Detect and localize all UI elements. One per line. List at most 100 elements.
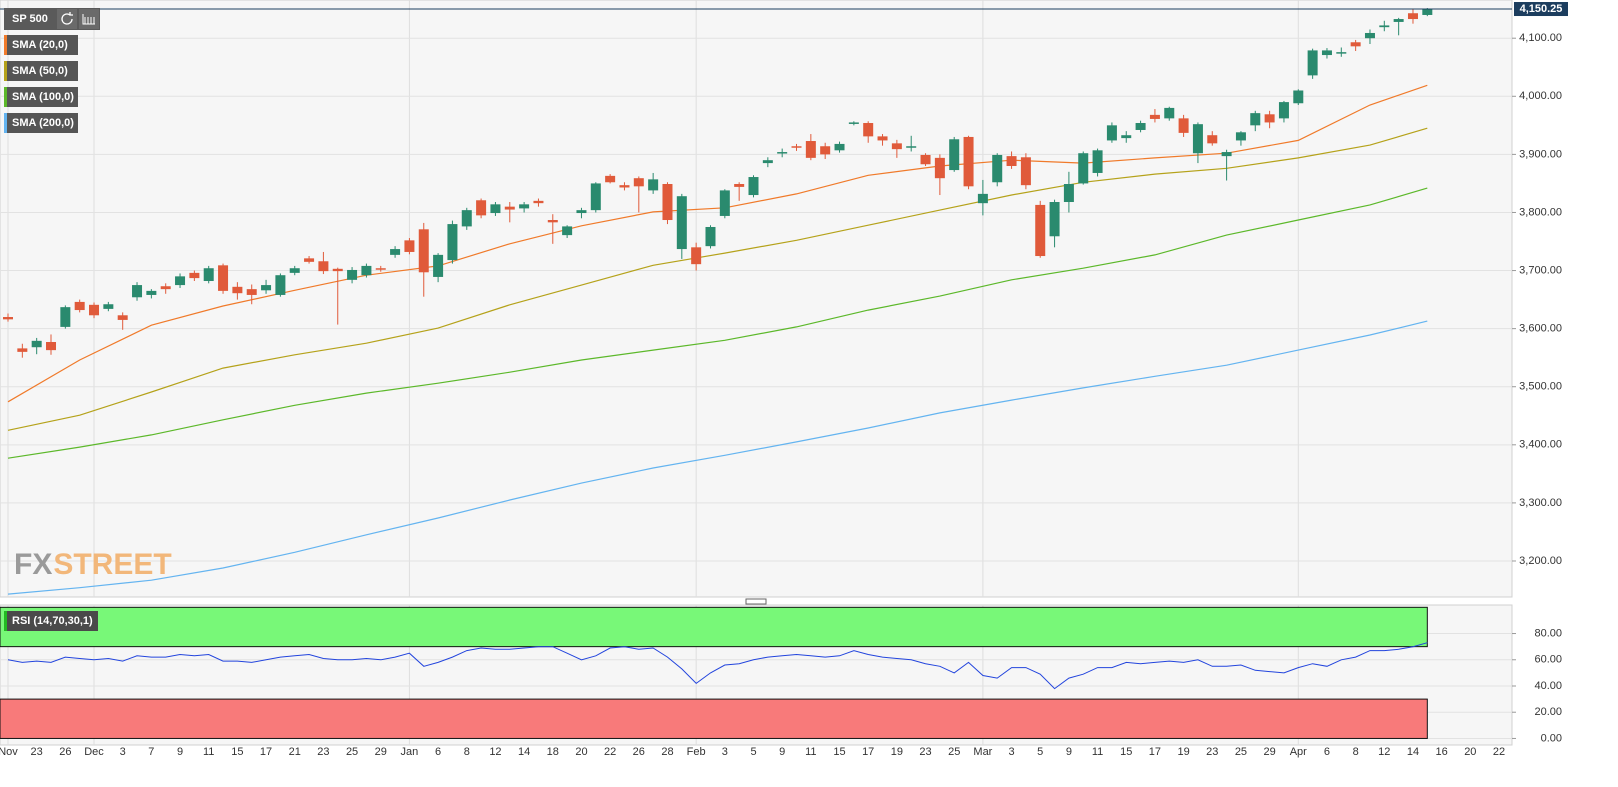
candle-body	[1020, 157, 1031, 186]
x-tick-label: 23	[919, 746, 931, 758]
legend: SMA (20,0) SMA (50,0) SMA (100,0) SMA (200,…	[4, 35, 78, 133]
candle-body	[375, 268, 386, 270]
reload-icon	[61, 12, 73, 25]
legend-label: SMA (200,0)	[12, 117, 74, 129]
candle-body	[1350, 42, 1361, 47]
x-tick-label: 3	[722, 746, 728, 758]
candle-body	[1293, 90, 1304, 104]
candle-body	[146, 290, 157, 295]
legend-swatch	[4, 61, 7, 81]
x-tick-label: 12	[489, 746, 501, 758]
x-tick-label: 23	[1206, 746, 1218, 758]
candle-body	[719, 190, 730, 216]
x-tick-label: 11	[805, 746, 816, 758]
candle-body	[74, 301, 85, 311]
candle-body	[1006, 156, 1017, 166]
x-tick-label: 23	[31, 746, 43, 758]
candle-body	[1178, 118, 1189, 133]
x-tick-label: 5	[1037, 746, 1043, 758]
rsi-line	[7, 642, 1428, 690]
y-tick-label: 4,000.00	[1519, 90, 1562, 102]
candle-body	[1164, 107, 1175, 119]
candle-body	[1106, 125, 1117, 141]
rsi-zone	[0, 606, 1428, 648]
x-tick-label: 19	[1177, 746, 1189, 758]
rsi-zone	[0, 698, 1428, 739]
x-tick-label: 8	[464, 746, 470, 758]
candle-body	[619, 185, 630, 188]
y-tick-label: 60.00	[1534, 654, 1562, 666]
y-tick-label: 3,200.00	[1519, 555, 1562, 567]
y-tick-label: 3,600.00	[1519, 323, 1562, 335]
candle-body	[117, 315, 128, 320]
x-tick-label: 18	[547, 746, 559, 758]
reload-button[interactable]	[57, 9, 77, 29]
candle-body	[748, 177, 759, 196]
candle-body	[906, 146, 917, 148]
candles	[3, 8, 1433, 358]
candle-body	[920, 154, 931, 165]
candle-body	[977, 193, 988, 204]
candle-body	[676, 196, 687, 250]
candle-body	[246, 289, 257, 295]
candle-body	[318, 261, 329, 272]
candle-body	[1121, 135, 1132, 139]
candle-body	[1149, 114, 1160, 119]
candle-body	[332, 268, 343, 272]
candle-body	[1278, 102, 1289, 119]
watermark-street: STREET	[53, 548, 171, 581]
symbol-box[interactable]: SP 500	[4, 8, 100, 30]
rsi-label: RSI (14,70,30,1)	[12, 615, 93, 627]
candle-body	[418, 229, 429, 273]
x-tick-label: 9	[779, 746, 785, 758]
x-tick-label: 17	[260, 746, 272, 758]
x-tick-label: 11	[1092, 746, 1103, 758]
x-tick-label: 25	[1235, 746, 1247, 758]
x-tick-label: 12	[1378, 746, 1390, 758]
symbol-label: SP 500	[12, 13, 48, 25]
settings-button[interactable]	[79, 9, 99, 29]
candle-body	[1321, 50, 1332, 56]
candle-body	[17, 348, 28, 352]
candle-body	[791, 146, 802, 148]
x-tick-label: Jan	[401, 746, 419, 758]
x-tick-label: 29	[1263, 746, 1275, 758]
candle-body	[1063, 184, 1074, 203]
resize-handle[interactable]	[745, 598, 767, 605]
candle-body	[605, 175, 616, 183]
candle-body	[662, 184, 673, 221]
candle-body	[46, 341, 57, 351]
candle-body	[1379, 25, 1390, 28]
x-tick-label: 9	[1066, 746, 1072, 758]
candle-body	[877, 136, 888, 141]
candle-body	[476, 200, 487, 216]
candle-body	[461, 210, 472, 227]
y-tick-label: 4,100.00	[1519, 32, 1562, 44]
candle-body	[361, 265, 372, 276]
y-tick-label: 3,700.00	[1519, 264, 1562, 276]
legend-swatch	[4, 87, 7, 107]
x-tick-label: Mar	[973, 746, 992, 758]
candle-body	[1264, 114, 1275, 123]
candle-body	[1192, 124, 1203, 154]
legend-swatch	[4, 113, 7, 133]
legend-label: SMA (100,0)	[12, 91, 74, 103]
price-tag	[1514, 2, 1568, 17]
rsi-label-bg	[4, 611, 98, 631]
x-tick-label: 25	[346, 746, 358, 758]
candle-body	[992, 154, 1003, 183]
candle-body	[132, 285, 143, 298]
candle-body	[734, 184, 745, 187]
candle-body	[590, 183, 601, 211]
legend-box	[4, 87, 78, 107]
candle-body	[60, 307, 71, 327]
candle-body	[576, 210, 587, 214]
candle-body	[289, 268, 300, 273]
candle-body	[547, 220, 558, 223]
candle-body	[762, 160, 773, 164]
price-panel	[0, 0, 1513, 598]
legend-box	[4, 35, 78, 55]
x-tick-label: 6	[1324, 746, 1330, 758]
sma-line	[7, 187, 1428, 459]
x-tick-label: 16	[1436, 746, 1448, 758]
